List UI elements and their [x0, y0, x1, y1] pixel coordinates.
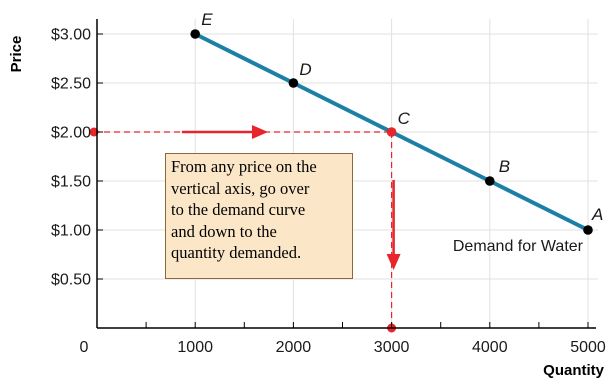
curve-point-e	[190, 29, 200, 39]
curve-point-b	[485, 176, 495, 186]
y-axis-title: Price	[8, 36, 25, 73]
x-tick-label: 1000	[177, 339, 213, 356]
annotation-line: quantity demanded.	[171, 243, 302, 262]
demand-curve-layer	[190, 29, 593, 235]
x-tick-label: 4000	[472, 339, 508, 356]
point-label-c: C	[398, 109, 411, 128]
x-axis-title: Quantity	[543, 362, 604, 379]
point-label-a: A	[591, 205, 603, 224]
y-tick-label: $1.00	[51, 223, 91, 240]
guide-arrows	[182, 125, 401, 270]
demand-curve-label: Demand for Water	[453, 238, 584, 255]
vertical-arrowhead	[386, 254, 401, 270]
point-label-d: D	[299, 60, 311, 79]
annotation-line: to the demand curve	[171, 200, 306, 219]
horizontal-arrowhead	[252, 125, 268, 139]
y-tick-label: $1.50	[51, 174, 91, 191]
annotation-line: and down to the	[171, 221, 277, 241]
y-tick-label: $3.00	[51, 27, 91, 44]
x-tick-label: 5000	[570, 339, 606, 356]
annotation-line: From any price on the	[171, 157, 317, 176]
point-label-b: B	[499, 157, 510, 176]
annotation-line: vertical axis, go over	[171, 178, 310, 198]
curve-point-d	[288, 78, 299, 88]
point-label-e: E	[201, 10, 213, 29]
y-tick-label: $0.50	[51, 272, 91, 289]
chart-labels: $0.50 $1.00 $1.50 $2.00 $2.50 $3.00 0 1000 2000 3…	[8, 10, 606, 379]
y-tick-label: $2.00	[51, 125, 91, 142]
y-tick-label: $2.50	[51, 76, 91, 93]
annotation-box: From any price on the vertical axis, go …	[165, 153, 353, 279]
axes	[96, 19, 596, 329]
x-tick-label: 2000	[276, 339, 312, 356]
curve-point-a	[583, 225, 593, 235]
x-tick-label: 3000	[374, 339, 410, 356]
curve-point-c	[386, 127, 397, 137]
x-tick-label: 0	[80, 339, 89, 356]
